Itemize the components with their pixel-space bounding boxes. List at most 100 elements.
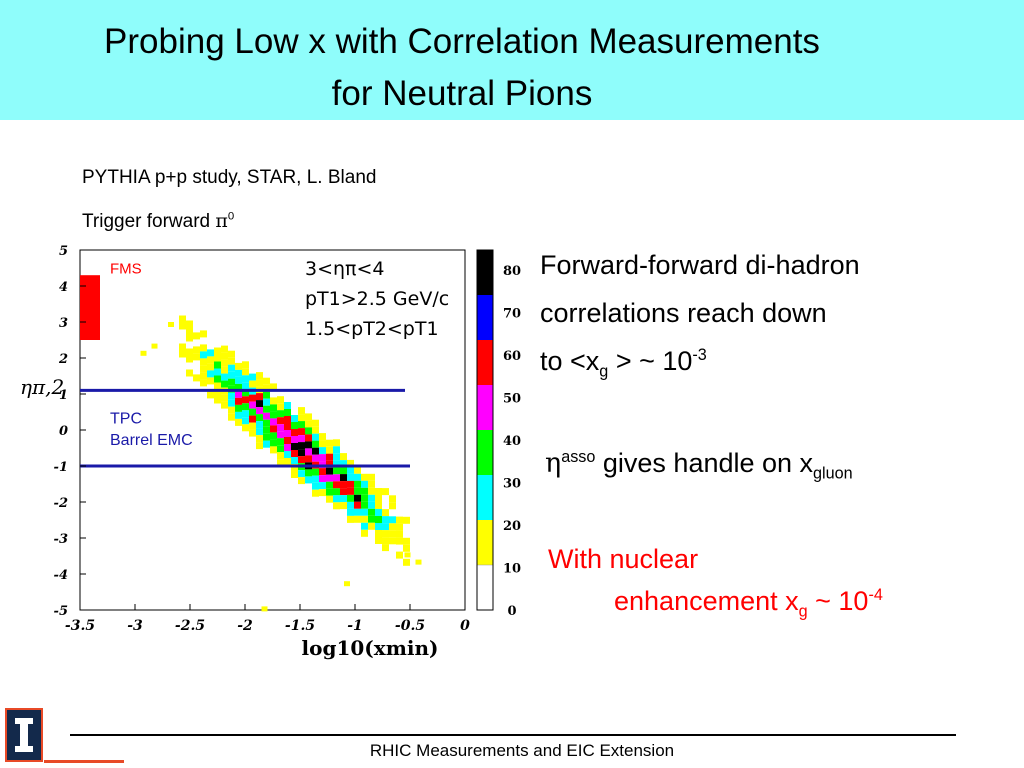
heatmap-cell [235,390,242,398]
heatmap-cell [270,446,277,454]
heatmap-cell [249,401,256,409]
heatmap-cell [389,516,396,524]
bullet-1-line-3: to <xg > ~ 10-3 [540,346,707,381]
heatmap-cell [333,453,340,461]
title-bar [0,0,1024,120]
heatmap-cell [361,508,368,516]
heatmap-cell [242,417,249,425]
heatmap-cell [298,456,305,464]
heatmap-cell [214,375,221,383]
heatmap-cell [214,354,221,362]
bullet-2: ηasso gives handle on xgluon [545,448,853,483]
slide-title-line-2: for Neutral Pions [331,74,593,113]
colorbar-segment [477,250,493,295]
heatmap-cell [256,393,263,401]
heatmap-cell [340,474,347,482]
heatmap-cell [186,327,193,335]
heatmap-cell [326,474,333,482]
bullet-1-line-2: correlations reach down [540,298,827,328]
heatmap-cell [340,460,347,468]
university-logo [5,708,43,762]
heatmap-cell [312,419,319,427]
heatmap-cell [284,451,291,458]
heatmap-cell [361,487,368,495]
heatmap-cell [235,362,242,370]
heatmap-cell [368,522,375,530]
trigger-caption: Trigger forward π0 [82,210,234,233]
heatmap-cell [284,409,291,416]
heatmap-cell [214,396,221,404]
heatmap-cell [235,404,242,412]
heatmap-cell [347,494,354,502]
heatmap-cell [221,380,228,388]
heatmap-cell [347,501,354,509]
heatmap-cell [326,453,333,461]
heatmap-cell [333,446,340,454]
x-tick-label: -0.5 [395,618,425,634]
colorbar-segment [477,475,493,520]
heatmap-cell [228,399,235,407]
heatmap-cell [291,429,298,436]
heatmap-cell [277,417,284,425]
heatmap-cell [319,433,326,441]
heatmap-cell [368,473,375,481]
heatmap-cell [354,480,361,488]
heatmap-cell [319,440,326,448]
heatmap-cell [382,516,389,524]
heatmap-cell [270,397,277,405]
heatmap-cell [389,495,396,503]
heatmap-cell [291,436,298,443]
y-tick-label: 5 [59,244,68,259]
heatmap-cell [368,508,375,516]
heatmap-cell [284,416,291,423]
heatmap-cell [312,447,319,455]
heatmap-cell [242,375,249,383]
fms-region-bar [80,275,100,340]
heatmap-cell [375,523,382,530]
heatmap-cell [396,551,403,559]
heatmap-cell [389,537,396,545]
heatmap-cell [415,559,422,565]
heatmap-cell [333,439,340,447]
heatmap-cell [340,488,347,496]
heatmap-cell [270,439,277,447]
heatmap-cell [263,419,270,427]
cut-label: 1.5<pT2<pT1 [305,318,439,340]
heatmap-cell [333,502,340,510]
heatmap-cell [333,495,340,503]
heatmap-cell [404,552,411,558]
heatmap-cell [249,415,256,423]
heatmap-cell [340,481,347,489]
heatmap-cell [263,384,270,392]
heatmap-cell [242,382,249,390]
heatmap-cell [179,350,186,358]
heatmap-cell [382,544,389,552]
heatmap-cell [375,516,382,523]
heatmap-cell [291,471,298,478]
heatmap-cell [200,351,207,359]
heatmap-cell [340,495,347,503]
heatmap-cell [277,452,284,460]
heatmap-cell [242,368,249,376]
heatmap-cell [207,370,214,378]
y-axis-label: ηπ,2 [20,375,64,399]
heatmap-cell [277,424,284,432]
heatmap-cell [333,460,340,468]
logo-accent-bar [44,760,124,763]
tpc-label: TPC [110,410,142,427]
colorbar-segment [477,520,493,565]
colorbar-segment [477,430,493,475]
heatmap-cell [312,440,319,448]
heatmap-cell [200,365,207,373]
heatmap-cell [277,403,284,411]
colorbar-tick-label: 20 [503,519,521,534]
heatmap-cell [277,438,284,446]
heatmap-cell [291,450,298,457]
heatmap-cell [249,429,256,437]
heatmap-cell [270,383,277,391]
heatmap-cell [368,487,375,495]
heatmap-cell [256,372,263,380]
heatmap-cell [298,414,305,422]
y-tick-label: 0 [59,424,68,439]
heatmap-cell [228,364,235,372]
